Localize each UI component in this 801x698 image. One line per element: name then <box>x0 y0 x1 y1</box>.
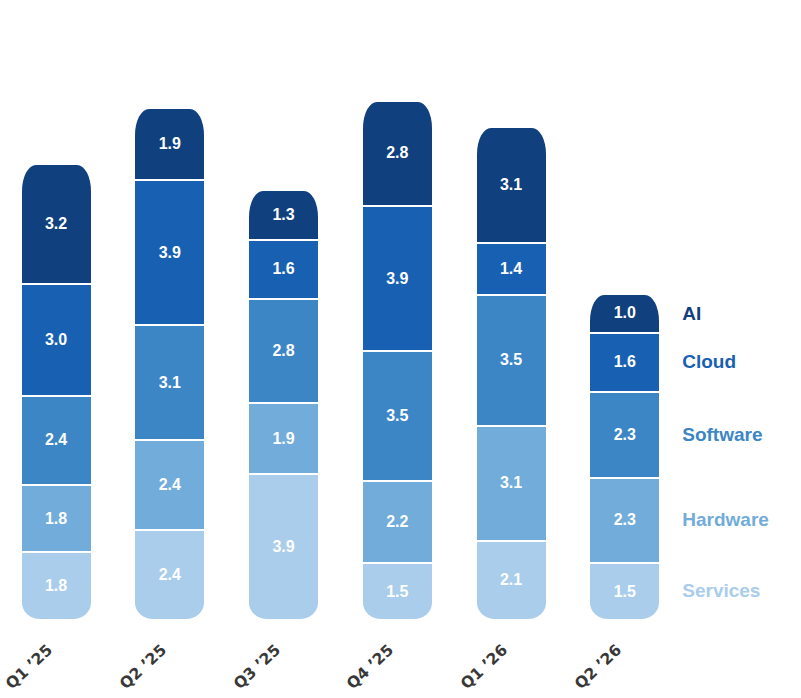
bar-q2-26: 1.5 2.3 2.3 1.6 1.0 <box>590 295 659 619</box>
bar-q3-25: 3.9 1.9 2.8 1.6 1.3 <box>249 191 318 619</box>
bar-q4-25: 1.5 2.2 3.5 3.9 2.8 <box>363 102 432 619</box>
bar-segment-services: 1.5 <box>363 564 432 619</box>
bar-segment-ai: 3.2 <box>22 165 91 283</box>
segment-value-label: 1.6 <box>614 353 636 371</box>
segment-value-label: 1.0 <box>614 304 636 322</box>
segment-value-label: 3.0 <box>45 331 67 349</box>
segment-value-label: 2.3 <box>614 511 636 529</box>
legend-label-hardware: Hardware <box>682 509 769 531</box>
bar-segment-hardware: 2.4 <box>135 441 204 528</box>
bar-segment-cloud: 3.9 <box>135 181 204 324</box>
stacked-bar-chart: 1.8 1.8 2.4 3.0 3.2 Q1 ’25 2.4 2.4 3.1 3.9 1.9 Q2 ’… <box>0 0 801 698</box>
segment-value-label: 2.4 <box>159 476 181 494</box>
x-axis-tick-label: Q4 ’25 <box>344 641 398 693</box>
bar-segment-services: 2.4 <box>135 531 204 619</box>
x-axis-tick-label: Q1 ’26 <box>457 641 511 693</box>
segment-value-label: 2.4 <box>159 566 181 584</box>
segment-value-label: 2.8 <box>386 144 408 162</box>
segment-value-label: 2.2 <box>386 513 408 531</box>
segment-value-label: 2.4 <box>45 431 67 449</box>
segment-value-label: 1.9 <box>272 430 294 448</box>
segment-value-label: 3.5 <box>386 407 408 425</box>
bar-segment-cloud: 1.6 <box>249 241 318 299</box>
segment-value-label: 1.4 <box>500 260 522 278</box>
segment-value-label: 3.9 <box>272 538 294 556</box>
segment-value-label: 3.1 <box>159 374 181 392</box>
segment-value-label: 3.1 <box>500 176 522 194</box>
bar-segment-hardware: 1.8 <box>22 486 91 551</box>
segment-value-label: 1.8 <box>45 577 67 595</box>
bar-segment-cloud: 1.6 <box>590 334 659 392</box>
x-axis-tick-label: Q2 ’25 <box>116 641 170 693</box>
segment-value-label: 2.3 <box>614 426 636 444</box>
x-axis-tick-label: Q2 ’26 <box>571 641 625 693</box>
bar-q1-26: 2.1 3.1 3.5 1.4 3.1 <box>477 128 546 619</box>
bar-segment-ai: 1.0 <box>590 295 659 331</box>
bar-segment-services: 3.9 <box>249 475 318 619</box>
segment-value-label: 3.9 <box>386 270 408 288</box>
segment-value-label: 1.5 <box>386 583 408 601</box>
bar-q1-25: 1.8 1.8 2.4 3.0 3.2 <box>22 165 91 619</box>
legend-label-services: Services <box>682 580 760 602</box>
segment-value-label: 1.8 <box>45 510 67 528</box>
bar-segment-software: 3.5 <box>477 296 546 424</box>
bar-segment-ai: 1.9 <box>135 109 204 179</box>
bar-segment-ai: 3.1 <box>477 128 546 242</box>
segment-value-label: 3.1 <box>500 474 522 492</box>
bar-segment-ai: 1.3 <box>249 191 318 238</box>
segment-value-label: 3.2 <box>45 215 67 233</box>
bar-segment-software: 3.5 <box>363 352 432 480</box>
bar-segment-software: 2.8 <box>249 300 318 402</box>
segment-value-label: 1.6 <box>272 260 294 278</box>
bar-segment-hardware: 2.3 <box>590 479 659 563</box>
bar-segment-ai: 2.8 <box>363 102 432 205</box>
bar-segment-hardware: 3.1 <box>477 427 546 540</box>
bar-segment-services: 1.5 <box>590 564 659 619</box>
segment-value-label: 1.3 <box>272 206 294 224</box>
legend-label-ai: AI <box>682 303 701 325</box>
bar-q2-25: 2.4 2.4 3.1 3.9 1.9 <box>135 109 204 619</box>
bar-segment-software: 2.4 <box>22 397 91 484</box>
segment-value-label: 1.5 <box>614 583 636 601</box>
bar-segment-hardware: 1.9 <box>249 404 318 473</box>
x-axis-tick-label: Q3 ’25 <box>230 641 284 693</box>
bar-segment-cloud: 3.0 <box>22 285 91 395</box>
bar-segment-services: 1.8 <box>22 553 91 619</box>
bar-segment-cloud: 3.9 <box>363 207 432 350</box>
segment-value-label: 3.9 <box>159 244 181 262</box>
bar-segment-software: 2.3 <box>590 393 659 477</box>
legend-label-cloud: Cloud <box>682 351 736 373</box>
bar-segment-software: 3.1 <box>135 326 204 439</box>
x-axis-tick-label: Q1 ’25 <box>2 641 56 693</box>
bar-segment-hardware: 2.2 <box>363 482 432 562</box>
segment-value-label: 3.5 <box>500 351 522 369</box>
bar-segment-services: 2.1 <box>477 542 546 619</box>
segment-value-label: 2.1 <box>500 571 522 589</box>
legend-label-software: Software <box>682 424 762 446</box>
segment-value-label: 1.9 <box>159 135 181 153</box>
bar-segment-cloud: 1.4 <box>477 244 546 294</box>
segment-value-label: 2.8 <box>272 342 294 360</box>
